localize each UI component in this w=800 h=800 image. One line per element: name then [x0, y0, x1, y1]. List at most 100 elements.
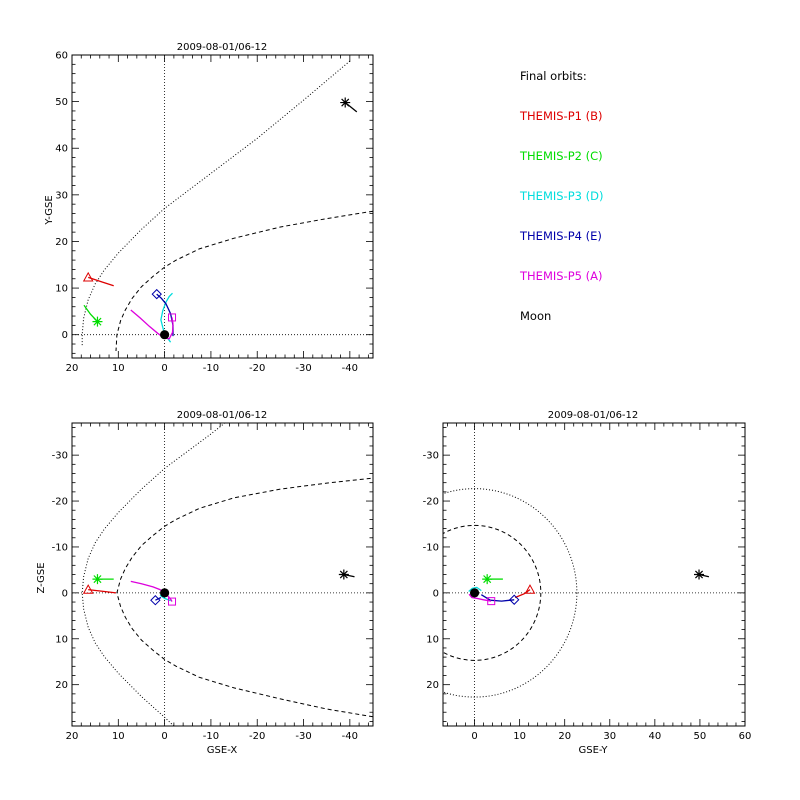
y-tick-label: -10 [423, 542, 439, 553]
x-axis-label: GSE-X [207, 745, 238, 756]
triangle-marker [82, 584, 94, 594]
x-tick-label: 10 [112, 731, 125, 742]
plot-area [443, 423, 745, 726]
x-tick-label: -30 [295, 731, 311, 742]
y-tick-label: 20 [55, 680, 68, 691]
series-themis-p3-d [468, 586, 482, 592]
y-tick-label: -30 [52, 451, 68, 462]
x-tick-label: -10 [203, 731, 219, 742]
series-themis-p2-c [92, 574, 114, 585]
series-themis-p2-c [83, 304, 103, 327]
triangle-marker [524, 584, 536, 594]
x-tick-label: 20 [66, 731, 79, 742]
x-tick-label: -40 [342, 363, 358, 374]
series-themis-p1-b [82, 584, 117, 594]
diamond-marker [509, 594, 520, 605]
x-tick-label: 0 [161, 731, 167, 742]
orbit-line [468, 593, 492, 602]
asterisk-marker [340, 97, 351, 108]
x-tick-label: 20 [558, 731, 571, 742]
diamond-marker [151, 288, 162, 300]
y-tick-label: 10 [55, 284, 68, 295]
square-marker [168, 597, 177, 606]
plot-area [72, 423, 373, 726]
legend-title: Final orbits: [520, 69, 587, 83]
x-tick-label: 0 [161, 363, 167, 374]
x-tick-label: 30 [603, 731, 616, 742]
x-tick-label: 0 [471, 731, 477, 742]
plot-frame [71, 54, 374, 359]
series-themis-p5-a [468, 593, 496, 606]
bow-shock-line [443, 488, 578, 698]
square-marker [168, 313, 177, 322]
y-axis-label: Z-GSE [36, 562, 47, 593]
asterisk-marker [694, 569, 705, 580]
x-tick-label: -40 [342, 731, 358, 742]
y-tick-label: 20 [55, 237, 68, 248]
x-tick-label: 60 [739, 731, 752, 742]
series-themis-p4-e [150, 595, 162, 606]
orbit-line [130, 580, 173, 602]
y-tick-label: 40 [55, 144, 68, 155]
earth-dot [469, 588, 480, 598]
orbit-line [480, 594, 515, 602]
y-tick-label: 10 [55, 634, 68, 645]
asterisk-marker [92, 574, 103, 585]
x-tick-label: -20 [249, 731, 265, 742]
legend-item-p3: THEMIS-P3 (D) [519, 189, 603, 203]
legend-item-p5: THEMIS-P5 (A) [519, 269, 602, 283]
asterisk-marker [482, 574, 493, 585]
series-moon [340, 97, 358, 113]
legend-item-p1: THEMIS-P1 (B) [519, 109, 602, 123]
series-moon [338, 569, 355, 580]
x-axis-label: GSE-Y [579, 745, 609, 756]
orbit-line [514, 589, 531, 599]
x-tick-label: -10 [203, 363, 219, 374]
earth-dot [160, 330, 170, 340]
y-tick-label: -10 [52, 542, 68, 553]
y-tick-label: 50 [55, 97, 68, 108]
y-tick-label: 60 [55, 51, 68, 62]
magnetopause-line [115, 210, 373, 352]
y-tick-label: -20 [52, 497, 68, 508]
x-tick-label: 40 [648, 731, 661, 742]
panel-yz-plane: 2009-08-01/06-12 GSE-Y 0 10 20 30 40 50 60 20 10… [423, 410, 752, 756]
y-tick-label: -30 [423, 451, 439, 462]
asterisk-marker [92, 316, 103, 327]
plot-area [72, 55, 373, 358]
bow-shock-line [81, 60, 351, 347]
series-themis-p1-b [514, 584, 536, 599]
plot-frame [71, 422, 374, 727]
panel-title: 2009-08-01/06-12 [177, 42, 268, 53]
magnetopause-line [443, 524, 542, 661]
y-tick-label: 0 [433, 588, 439, 599]
y-tick-label: 20 [426, 680, 439, 691]
panel-title: 2009-08-01/06-12 [548, 410, 639, 421]
y-tick-label: -20 [423, 497, 439, 508]
triangle-marker [82, 271, 94, 282]
legend-item-p4: THEMIS-P4 (E) [519, 229, 602, 243]
square-marker [487, 597, 496, 606]
series-themis-p2-c [482, 574, 503, 585]
x-tick-label: 20 [66, 363, 79, 374]
y-tick-label: 0 [62, 330, 68, 341]
x-tick-label: -20 [249, 363, 265, 374]
orbit-line [87, 276, 114, 287]
panel-xy-plane: 2009-08-01/06-12 Y-GSE 20 10 0 -10 -20 -30 -40… [44, 42, 374, 374]
orbit-line [468, 586, 482, 592]
series-themis-p1-b [82, 271, 114, 287]
orbit-line [156, 293, 174, 337]
legend: Final orbits: THEMIS-P1 (B) THEMIS-P2 (C… [519, 69, 603, 323]
x-tick-label: 10 [112, 363, 125, 374]
orbit-line [88, 588, 117, 594]
x-tick-label: 50 [694, 731, 707, 742]
x-tick-label: 10 [513, 731, 526, 742]
legend-item-moon: Moon [520, 309, 551, 323]
panel-xz-plane: 2009-08-01/06-12 Z-GSE GSE-X 20 10 0 -10 -20… [36, 410, 374, 756]
y-tick-label: 10 [426, 634, 439, 645]
earth-dot [160, 588, 170, 598]
series-themis-p5-a [130, 580, 177, 606]
x-tick-label: -30 [295, 363, 311, 374]
asterisk-marker [338, 569, 349, 580]
